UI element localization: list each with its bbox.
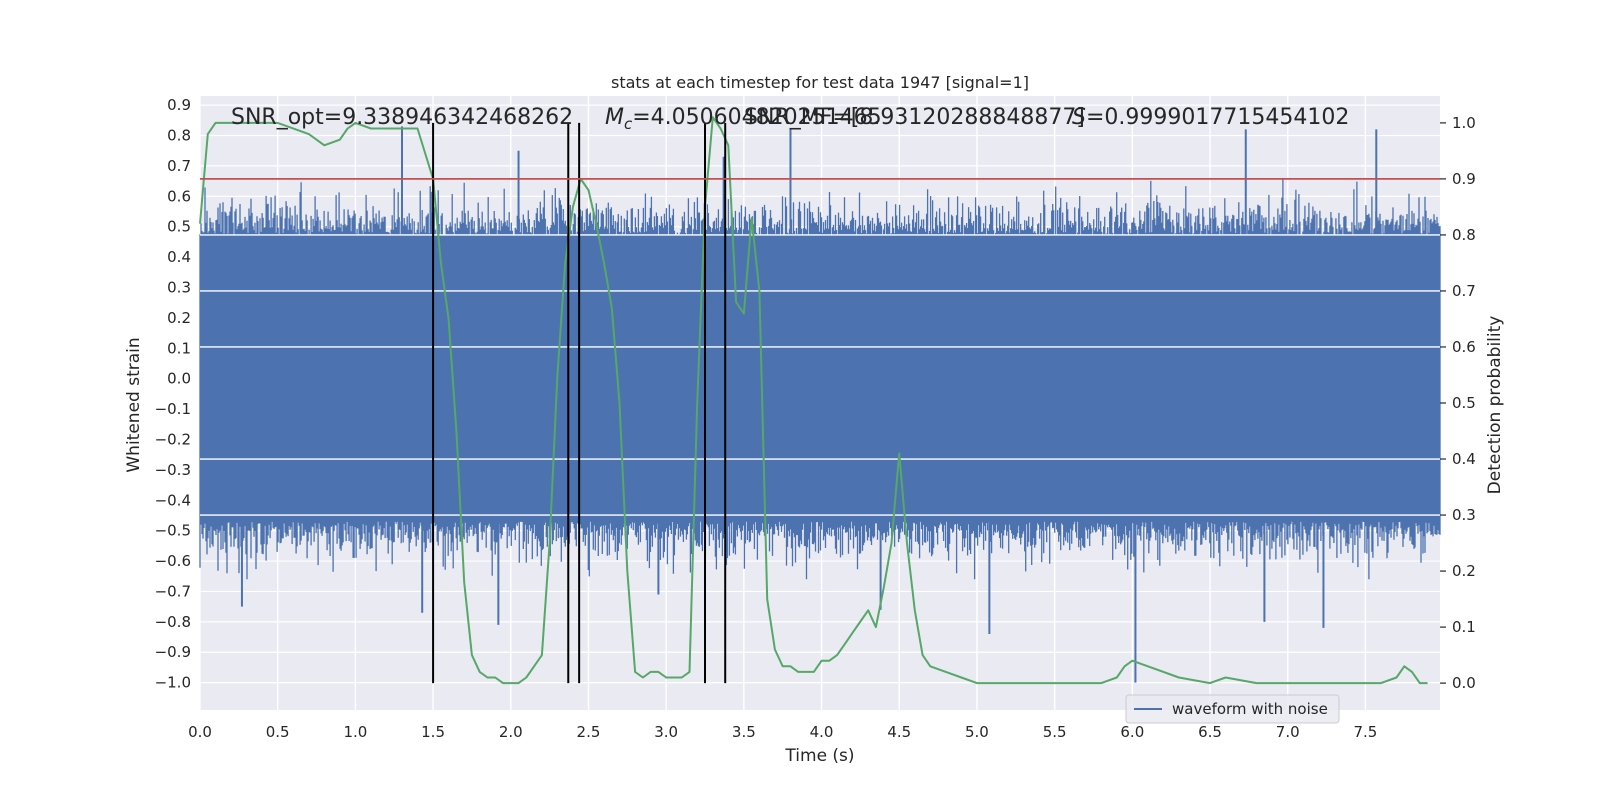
x-tick-label-4: 2.0 bbox=[499, 723, 523, 741]
x-tick-label-14: 7.0 bbox=[1276, 723, 1300, 741]
x-axis-ticks: 0.0 0.5 1.0 1.5 2.0 2.5 3.0 3.5 4.0 4.5 5.0 5.5 6.0 6… bbox=[188, 723, 1377, 741]
annotation-s: S=0.9999017715454102 bbox=[1072, 105, 1349, 130]
y-tick-label-13: −0.4 bbox=[155, 491, 191, 509]
y-axis-ticks: 0.9 0.8 0.7 0.6 0.5 0.4 0.3 0.2 0.1 0.0 −0.1 −0.2 −0… bbox=[155, 96, 191, 692]
y-tick-label-18: −0.9 bbox=[155, 643, 191, 661]
y2-tick-label-8: 0.2 bbox=[1452, 562, 1476, 580]
annotation-chirp-mass: Mc=4.050604820251465 bbox=[605, 105, 882, 133]
legend: waveform with noise bbox=[1125, 694, 1340, 724]
legend-box bbox=[1125, 694, 1340, 724]
chart-title: stats at each timestep for test data 194… bbox=[611, 73, 1029, 92]
y-tick-label-12: −0.3 bbox=[155, 461, 191, 479]
waveform-series bbox=[199, 126, 1441, 683]
y2-tick-label-9: 0.1 bbox=[1452, 618, 1476, 636]
y-tick-label-17: −0.8 bbox=[155, 613, 191, 631]
annotation-chirp-mass-symbol: M bbox=[605, 105, 624, 130]
probability-line bbox=[199, 116, 1428, 685]
y2-tick-label-5: 0.5 bbox=[1452, 394, 1476, 412]
x-tick-label-8: 4.0 bbox=[810, 723, 834, 741]
y-tick-label-14: −0.5 bbox=[155, 522, 191, 540]
annotation-chirp-mass-value: =4.050604820251465 bbox=[632, 105, 881, 130]
x-tick-label-3: 1.5 bbox=[421, 723, 445, 741]
y2-tick-label-1: 0.9 bbox=[1452, 170, 1476, 188]
x-tick-label-15: 7.5 bbox=[1353, 723, 1377, 741]
x-tick-label-5: 2.5 bbox=[577, 723, 601, 741]
vertical-lines bbox=[432, 122, 727, 684]
waveform-core-band bbox=[200, 235, 1440, 522]
annotation-chirp-mass-subscript: c bbox=[624, 115, 633, 133]
x-tick-label-6: 3.0 bbox=[654, 723, 678, 741]
x-tick-label-10: 5.0 bbox=[965, 723, 989, 741]
legend-entry-waveform: waveform with noise bbox=[1172, 700, 1328, 718]
probability-series bbox=[199, 116, 1428, 685]
y2-tick-label-3: 0.7 bbox=[1452, 282, 1476, 300]
y-tick-label-10: −0.1 bbox=[155, 400, 191, 418]
y-tick-label-0: 0.9 bbox=[167, 96, 191, 114]
x-tick-label-7: 3.5 bbox=[732, 723, 756, 741]
y-tick-label-5: 0.4 bbox=[167, 248, 191, 266]
y-tick-label-19: −1.0 bbox=[155, 674, 191, 692]
annotation-snr-opt: SNR_opt=9.338946342468262 bbox=[231, 105, 573, 130]
y-tick-label-2: 0.7 bbox=[167, 157, 191, 175]
annotation-s-symbol: S bbox=[1072, 105, 1086, 130]
y2-tick-label-10: 0.0 bbox=[1452, 674, 1476, 692]
y-tick-label-1: 0.8 bbox=[167, 127, 191, 145]
x-tick-label-13: 6.5 bbox=[1198, 723, 1222, 741]
x-tick-label-2: 1.0 bbox=[343, 723, 367, 741]
y2-tick-label-7: 0.3 bbox=[1452, 506, 1476, 524]
grid-overlay bbox=[200, 234, 1440, 516]
x-tick-label-12: 6.0 bbox=[1120, 723, 1144, 741]
y-tick-label-9: 0.0 bbox=[167, 370, 191, 388]
y-tick-label-8: 0.1 bbox=[167, 339, 191, 357]
x-tick-label-1: 0.5 bbox=[266, 723, 290, 741]
y-tick-label-7: 0.2 bbox=[167, 309, 191, 327]
y-tick-label-15: −0.6 bbox=[155, 552, 191, 570]
y2-tick-label-0: 1.0 bbox=[1452, 114, 1476, 132]
y2-axis-label: Detection probability bbox=[1485, 316, 1505, 495]
y-axis-label: Whitened strain bbox=[124, 337, 144, 472]
annotation-s-value: =0.9999017715454102 bbox=[1086, 105, 1349, 130]
x-axis-label: Time (s) bbox=[784, 746, 854, 766]
y-tick-label-16: −0.7 bbox=[155, 582, 191, 600]
y-tick-label-6: 0.3 bbox=[167, 278, 191, 296]
y2-tick-label-6: 0.4 bbox=[1452, 450, 1476, 468]
annotation-snr-mf: SNR_MF=[8.93120288848877] bbox=[744, 105, 1085, 130]
x-tick-label-11: 5.5 bbox=[1043, 723, 1067, 741]
y2-tick-label-2: 0.8 bbox=[1452, 226, 1476, 244]
x-tick-label-0: 0.0 bbox=[188, 723, 212, 741]
y2-axis-ticks: 1.0 0.9 0.8 0.7 0.6 0.5 0.4 0.3 0.2 0.1 0.0 bbox=[1440, 114, 1476, 692]
y2-tick-label-4: 0.6 bbox=[1452, 338, 1476, 356]
x-tick-label-9: 4.5 bbox=[887, 723, 911, 741]
y-tick-label-4: 0.5 bbox=[167, 218, 191, 236]
y-tick-label-3: 0.6 bbox=[167, 187, 191, 205]
y-tick-label-11: −0.2 bbox=[155, 430, 191, 448]
